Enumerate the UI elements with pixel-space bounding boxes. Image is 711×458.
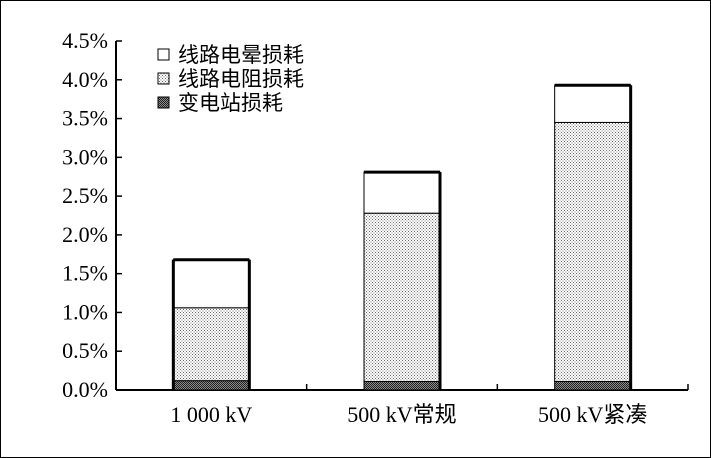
y-tick-label: 3.5% <box>62 106 108 131</box>
y-tick-label: 0.5% <box>62 338 108 363</box>
y-tick-label: 2.0% <box>62 222 108 247</box>
legend-label: 线路电阻损耗 <box>178 67 304 91</box>
legend-label: 变电站损耗 <box>178 91 283 115</box>
y-tick-label: 1.5% <box>62 261 108 286</box>
bar-segment <box>172 307 250 382</box>
y-tick-label: 1.0% <box>62 299 108 324</box>
legend-swatch <box>157 72 170 85</box>
y-tick-label: 4.5% <box>62 28 108 53</box>
bar-segment <box>172 259 250 309</box>
bar-segment <box>172 380 250 391</box>
y-tick-label: 4.0% <box>62 67 108 92</box>
y-tick-label: 3.0% <box>62 144 108 169</box>
x-category-label: 500 kV紧凑 <box>538 402 647 427</box>
bars <box>171 83 633 391</box>
y-tick-label: 0.0% <box>62 377 108 402</box>
legend-label: 线路电晕损耗 <box>178 43 304 67</box>
bar-segment <box>554 121 632 382</box>
bar-segment <box>363 212 441 382</box>
legend-swatch <box>157 96 170 109</box>
x-category-label: 500 kV常规 <box>347 402 456 427</box>
bar-segment <box>363 171 441 214</box>
y-tick-label: 2.5% <box>62 183 108 208</box>
legend-swatch <box>157 48 170 61</box>
bar-segment <box>554 84 632 123</box>
x-category-label: 1 000 kV <box>170 402 252 427</box>
bar-segment <box>554 380 632 391</box>
bar-segment <box>363 380 441 391</box>
